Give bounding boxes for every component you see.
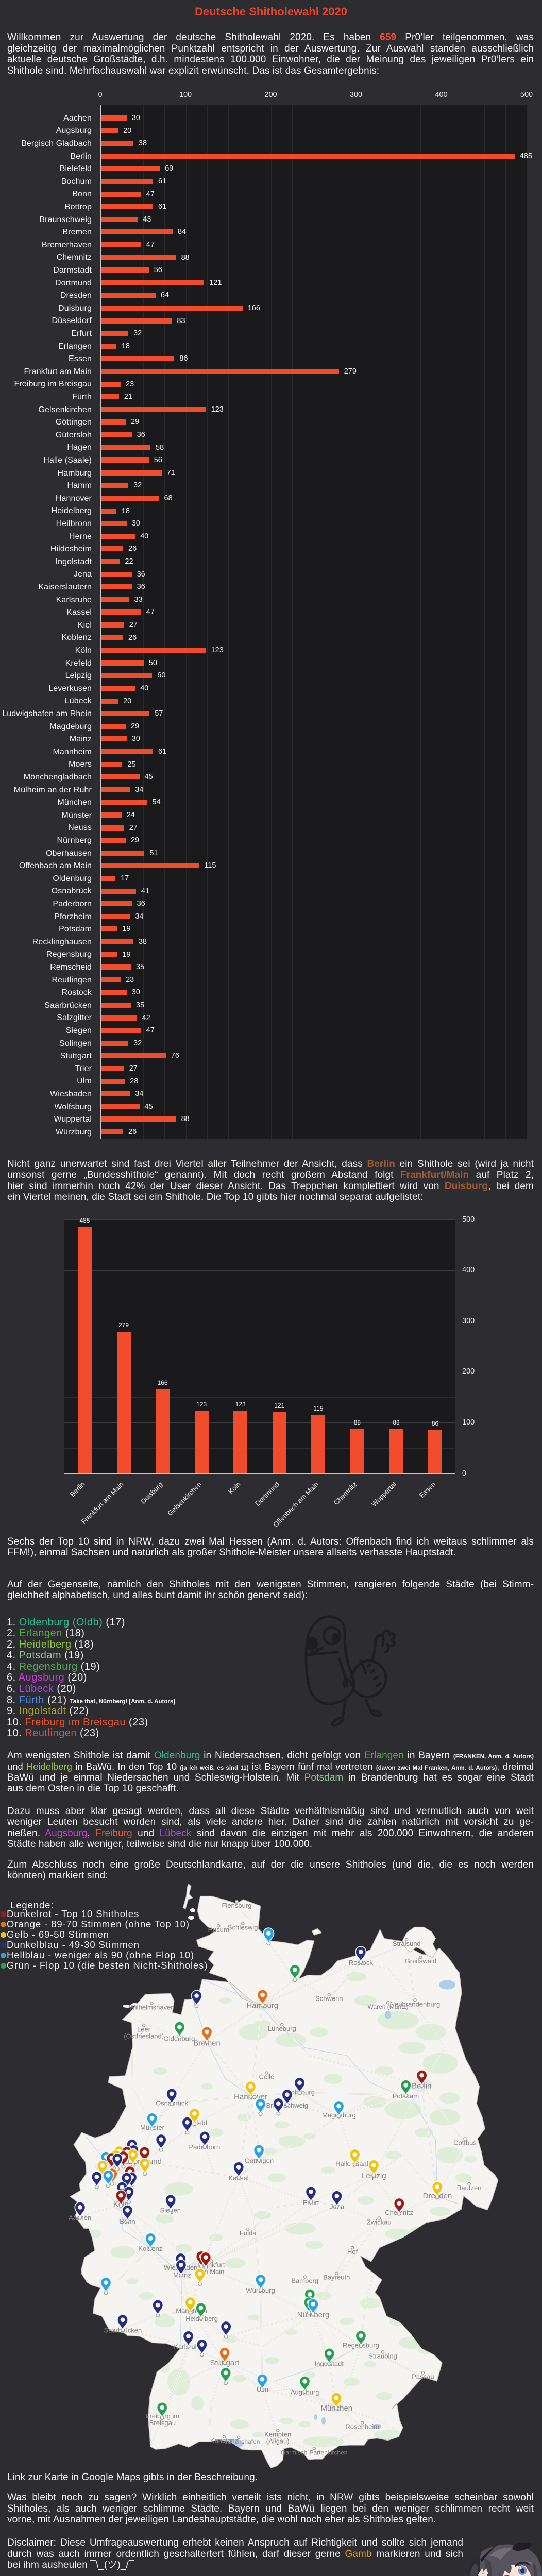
svg-text:Straubing: Straubing [368, 2352, 397, 2360]
svg-text:Passau: Passau [412, 2372, 434, 2380]
svg-text:Neubrandenburg: Neubrandenburg [390, 2000, 441, 2008]
svg-text:Lüneburg: Lüneburg [268, 2025, 296, 2032]
svg-text:(Ostfriesland): (Ostfriesland) [124, 2032, 164, 2040]
svg-text:Stralsund: Stralsund [393, 1940, 421, 1947]
svg-text:Celle: Celle [259, 2073, 275, 2081]
svg-text:Schwerin: Schwerin [315, 1995, 343, 2003]
svg-text:(Allgäu): (Allgäu) [266, 2437, 290, 2445]
svg-text:Schleswig: Schleswig [228, 1924, 258, 1931]
svg-text:Konstanz: Konstanz [210, 2437, 238, 2445]
svg-text:Bayreuth: Bayreuth [323, 2274, 350, 2281]
svg-text:Bautzen: Bautzen [457, 2184, 482, 2192]
svg-text:Bamberg: Bamberg [291, 2277, 318, 2285]
svg-text:Hof: Hof [347, 2248, 358, 2256]
svg-text:Rosenheim: Rosenheim [345, 2423, 379, 2431]
svg-text:Husum: Husum [208, 1926, 229, 1934]
svg-text:Friedrichshafen: Friedrichshafen [217, 2438, 260, 2445]
svg-text:Garmisch-Partenkirchen: Garmisch-Partenkirchen [281, 2449, 347, 2456]
svg-text:Flensburg: Flensburg [222, 1902, 251, 1909]
svg-text:Fulda: Fulda [240, 2229, 257, 2237]
svg-text:Wilhelmshaven: Wilhelmshaven [129, 2004, 174, 2011]
svg-text:Zwickau: Zwickau [367, 2218, 392, 2226]
svg-text:Cottbus: Cottbus [453, 2139, 477, 2146]
svg-text:Breisgau: Breisgau [149, 2419, 176, 2427]
svg-text:Kempten: Kempten [264, 2430, 291, 2438]
svg-text:Greifswald: Greifswald [405, 1957, 436, 1965]
svg-text:Waren (Müritz): Waren (Müritz) [368, 2003, 409, 2010]
svg-text:Leer: Leer [137, 2025, 151, 2033]
